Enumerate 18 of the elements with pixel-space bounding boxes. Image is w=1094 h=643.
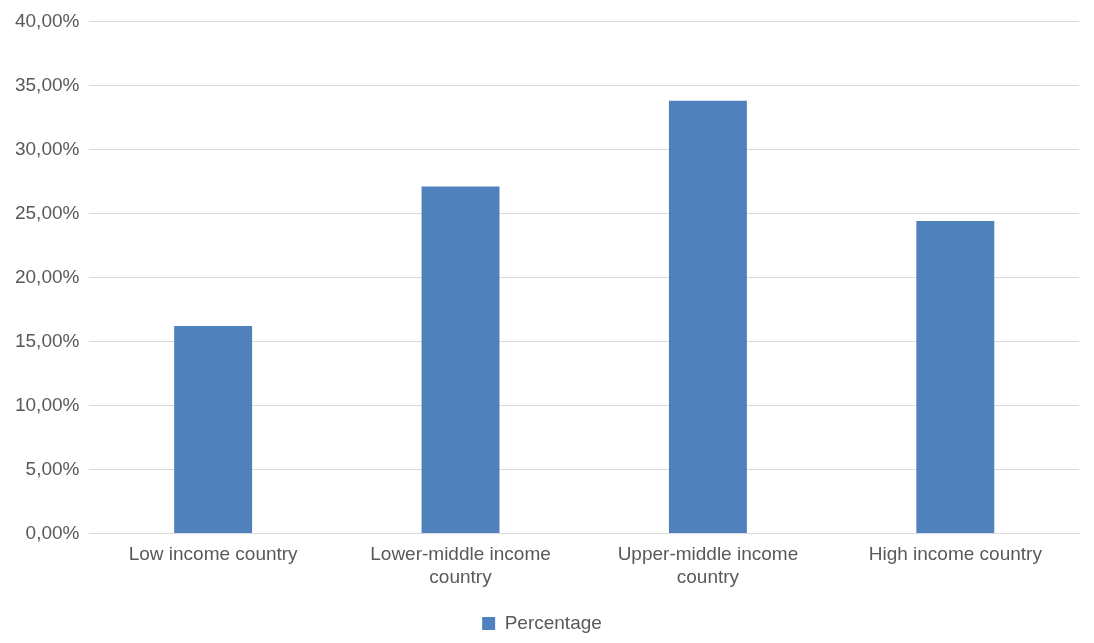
y-tick-label: 15,00%	[14, 329, 80, 351]
bar	[916, 221, 995, 533]
y-tick-label: 10,00%	[14, 393, 80, 415]
y-tick-label: 20,00%	[14, 265, 80, 287]
y-tick-label: 30,00%	[14, 137, 80, 159]
legend-label: Percentage	[504, 611, 602, 633]
x-tick-label: Low income country	[128, 543, 299, 565]
x-tick-label: Upper-middle income country	[617, 543, 799, 587]
y-tick-label: 35,00%	[14, 73, 80, 95]
y-tick-label: 0,00%	[25, 521, 80, 543]
y-tick-label: 40,00%	[14, 9, 80, 31]
bar	[421, 186, 500, 533]
bar	[174, 326, 253, 533]
y-tick-label: 5,00%	[25, 457, 80, 479]
x-tick-label: Lower-middle income country	[370, 543, 551, 587]
y-tick-label: 25,00%	[14, 201, 80, 223]
bar	[668, 100, 747, 533]
x-tick-label: High income country	[868, 543, 1043, 565]
